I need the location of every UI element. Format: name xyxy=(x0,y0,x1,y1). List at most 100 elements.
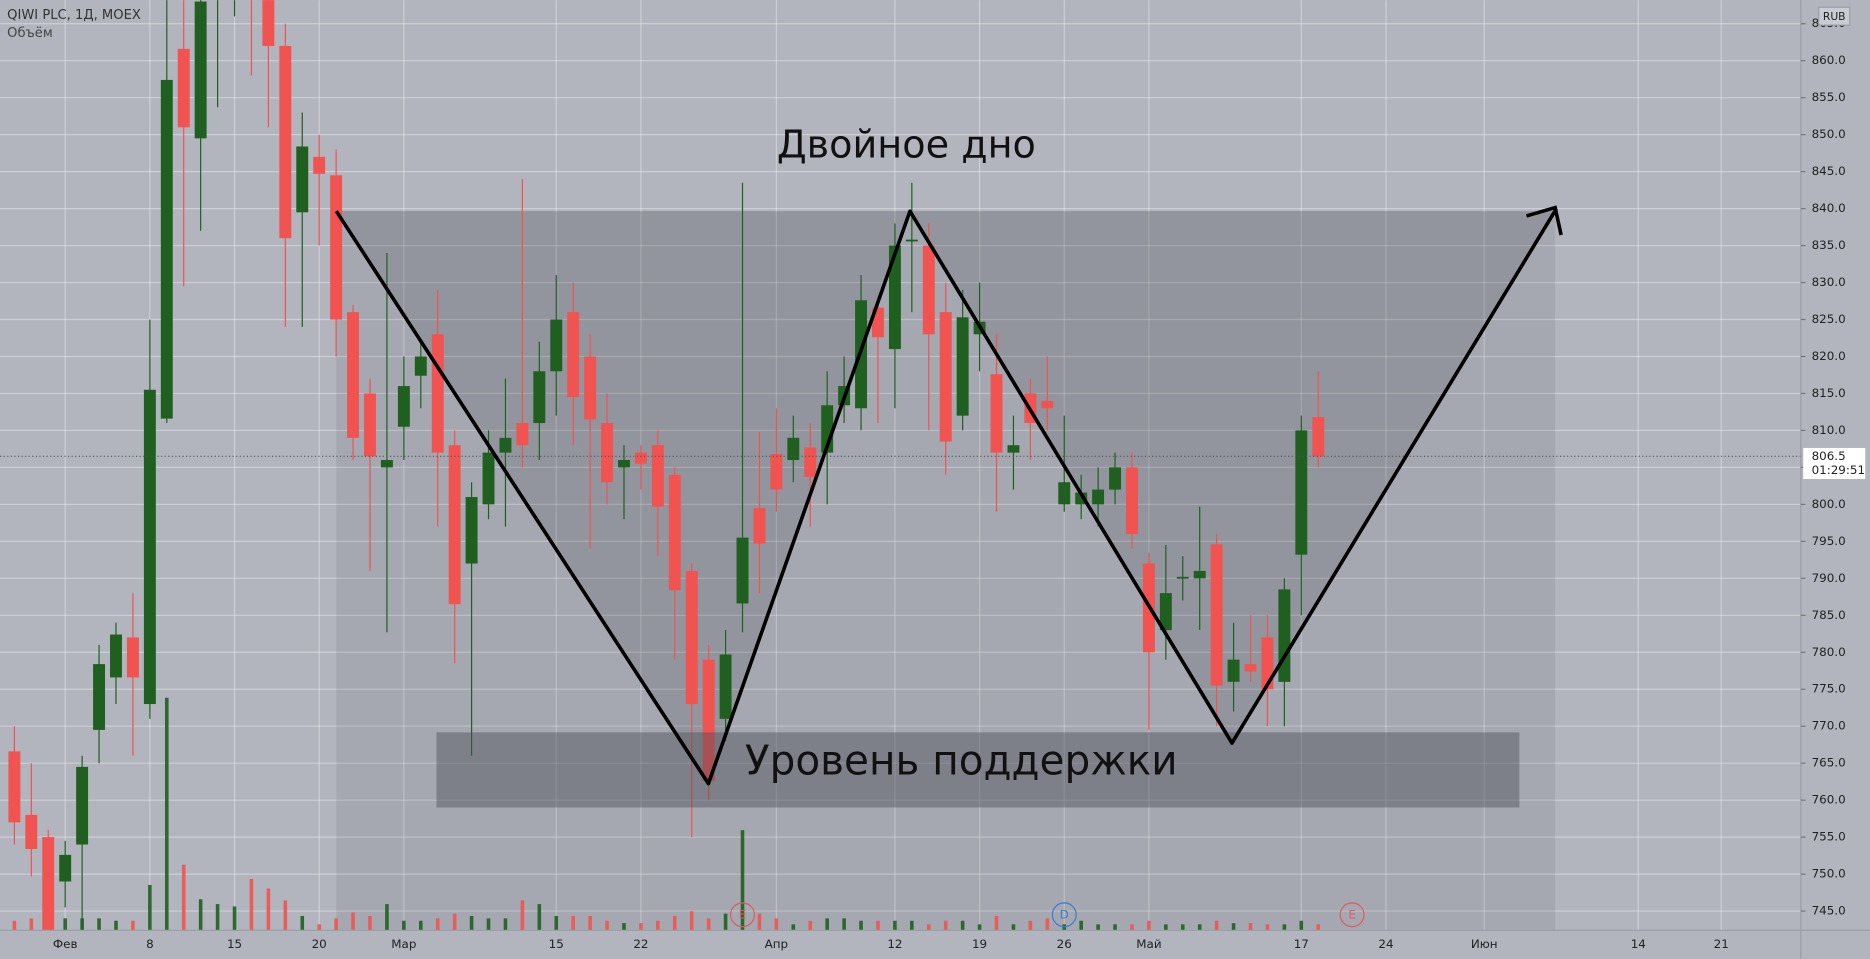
pattern-fill xyxy=(336,211,1557,784)
volume-bar xyxy=(639,923,643,931)
y-tick-label: 845.0 xyxy=(1812,164,1846,178)
volume-bar xyxy=(1231,923,1236,931)
candle-body xyxy=(533,371,546,424)
x-tick-label: 8 xyxy=(146,937,154,951)
candle-body xyxy=(1109,467,1122,490)
volume-bar xyxy=(148,884,152,931)
x-tick-label: 22 xyxy=(633,937,648,951)
candle-body xyxy=(1041,400,1054,409)
volume-bar xyxy=(943,920,948,931)
volume-bar xyxy=(893,920,897,931)
candle-body xyxy=(1312,417,1325,457)
candle-body xyxy=(1261,637,1274,690)
candle-body xyxy=(1227,659,1240,682)
y-tick-label: 785.0 xyxy=(1812,608,1846,622)
volume-bar xyxy=(1096,924,1100,931)
x-tick-label: 20 xyxy=(312,937,327,951)
candle-body xyxy=(42,837,55,931)
volume-bar xyxy=(215,904,220,931)
support-label: Уровень поддержки xyxy=(745,736,1178,784)
y-tick-label: 830.0 xyxy=(1812,275,1846,289)
volume-bar xyxy=(571,915,575,931)
candle-body xyxy=(177,48,190,128)
event-marker xyxy=(1339,902,1365,928)
volume-bar xyxy=(114,920,118,931)
candle-body xyxy=(364,393,376,457)
volume-bar xyxy=(689,911,694,931)
x-tick-label: 12 xyxy=(887,937,902,951)
last-price-label: 806.5 xyxy=(1812,449,1846,463)
volume-bar xyxy=(97,918,101,931)
candle-body xyxy=(1092,489,1105,505)
volume-bar xyxy=(351,912,355,931)
y-tick-label: 815.0 xyxy=(1812,386,1846,400)
candle-body xyxy=(567,312,580,398)
volume-bar xyxy=(317,924,321,931)
candle-body xyxy=(1075,492,1088,505)
annotations: Двойное дно Уровень поддержки xyxy=(334,122,1563,808)
volume-bar xyxy=(1130,924,1134,931)
volume-bar xyxy=(791,924,796,931)
candle-body xyxy=(160,79,173,419)
x-tick-label: 15 xyxy=(227,937,242,951)
grid xyxy=(0,0,1801,931)
volume-bar xyxy=(283,900,288,931)
candle-body xyxy=(922,245,935,335)
candle-body xyxy=(601,423,614,483)
y-tick-label: 780.0 xyxy=(1812,645,1846,659)
volume-bar xyxy=(740,830,745,931)
currency-box[interactable] xyxy=(1818,6,1851,26)
y-tick-label: 790.0 xyxy=(1812,571,1846,585)
event-marker xyxy=(729,902,756,928)
candle-body xyxy=(584,356,597,420)
x-tick-label: 21 xyxy=(1714,937,1729,951)
event-label: E xyxy=(1348,907,1356,921)
arrow-head xyxy=(1526,205,1563,236)
y-tick-label: 860.0 xyxy=(1812,53,1846,67)
volume-bar xyxy=(1248,923,1253,931)
y-tick-label: 750.0 xyxy=(1812,867,1846,881)
volume-bar xyxy=(1316,924,1321,931)
candle-body xyxy=(550,319,563,372)
candle-body xyxy=(1159,593,1172,631)
volume-bar xyxy=(876,920,880,931)
volume-bar xyxy=(452,913,457,931)
volume-bar xyxy=(418,920,423,931)
y-tick-label: 755.0 xyxy=(1812,830,1846,844)
volume-bar xyxy=(994,915,999,931)
event-label: E xyxy=(739,907,747,921)
volume-bar xyxy=(1265,924,1270,931)
volume-bar xyxy=(29,918,34,931)
volume-bar xyxy=(63,918,67,931)
candle-body xyxy=(618,460,630,468)
countdown-label: 01:29:51 xyxy=(1812,463,1865,477)
candle-body xyxy=(347,312,360,438)
x-tick-label: 17 xyxy=(1294,937,1309,951)
candle-body xyxy=(651,445,664,507)
volume-bar xyxy=(723,913,728,931)
x-tick-label: Май xyxy=(1136,937,1161,951)
volume-bar xyxy=(1045,918,1050,931)
y-tick-label: 800.0 xyxy=(1812,497,1846,511)
volume-bar xyxy=(12,920,17,931)
candle-body xyxy=(126,637,139,678)
candle-body xyxy=(668,474,681,591)
volume-bar xyxy=(334,918,338,931)
volume-bar xyxy=(774,918,779,931)
volume-bar xyxy=(1197,924,1202,931)
x-tick-label: 19 xyxy=(972,937,987,951)
candle-body xyxy=(465,496,478,564)
candle-body xyxy=(110,634,122,678)
volume-label: Объём xyxy=(7,26,53,41)
y-tick-label: 855.0 xyxy=(1812,90,1846,104)
volume-bar xyxy=(588,915,592,931)
y-tick-label: 770.0 xyxy=(1812,719,1846,733)
candle-body xyxy=(1278,589,1291,682)
volume-bar xyxy=(1011,924,1016,931)
volume-bar xyxy=(1028,920,1033,931)
volume-bar xyxy=(605,920,609,931)
candle-body xyxy=(8,751,21,823)
